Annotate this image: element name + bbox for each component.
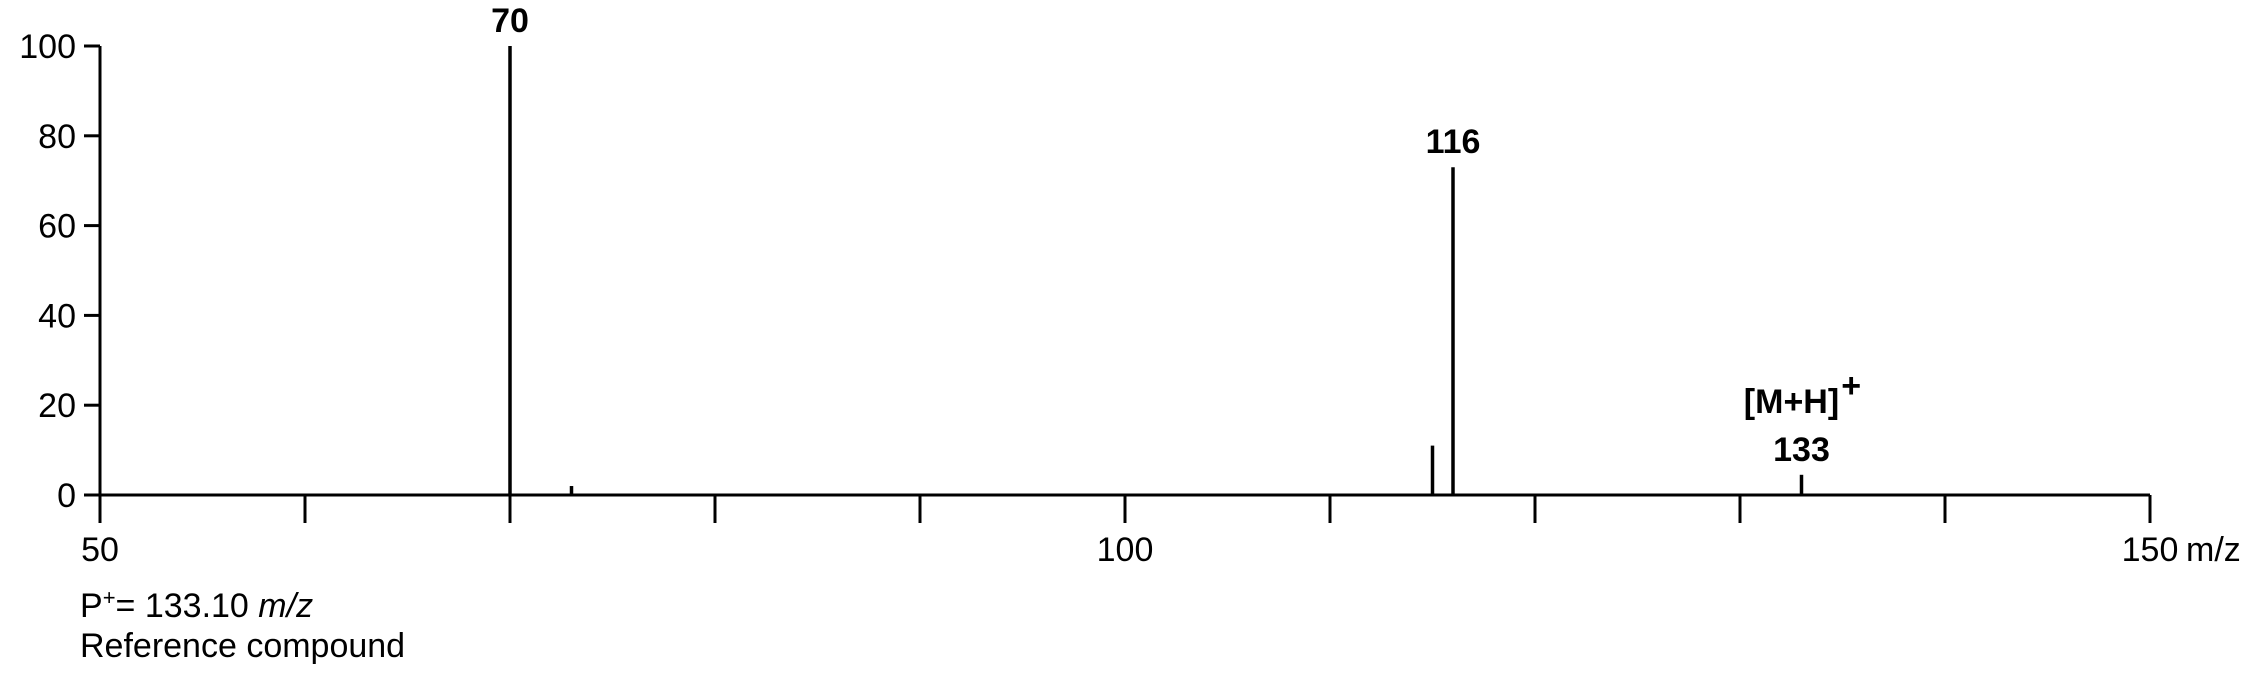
y-tick-label: 40 xyxy=(38,297,76,335)
x-tick-label: 50 xyxy=(81,531,119,569)
x-tick-label: 100 xyxy=(1097,531,1154,569)
y-tick-label: 100 xyxy=(19,28,76,66)
y-tick-label: 0 xyxy=(57,477,76,515)
y-tick-label: 80 xyxy=(38,118,76,156)
y-tick-label: 20 xyxy=(38,387,76,425)
y-tick-label: 60 xyxy=(38,208,76,246)
y-axis: 0 20 40 60 80 100 xyxy=(19,28,102,515)
peak-labels: 70 116 133 [M+H] + xyxy=(491,2,1861,469)
peak-label-70: 70 xyxy=(491,2,529,40)
x-tick-label: 150 xyxy=(2122,531,2179,569)
ion-label-133: [M+H] xyxy=(1744,383,1839,421)
precursor-value: = 133.10 xyxy=(115,587,259,625)
precursor-mz-caption: P+= 133.10 m/z xyxy=(80,578,313,626)
precursor-charge: + xyxy=(102,585,116,610)
precursor-symbol: P xyxy=(80,587,103,625)
x-axis: 50 100 150 m/z xyxy=(81,493,2241,569)
spectrum-peaks xyxy=(508,46,1804,495)
compound-caption: Reference compound xyxy=(80,627,406,665)
ion-charge-133: + xyxy=(1841,367,1861,405)
peak-label-133: 133 xyxy=(1773,431,1830,469)
precursor-unit: m/z xyxy=(258,587,314,625)
x-axis-unit-label: m/z xyxy=(2186,531,2241,569)
peak-label-116: 116 xyxy=(1426,123,1481,161)
